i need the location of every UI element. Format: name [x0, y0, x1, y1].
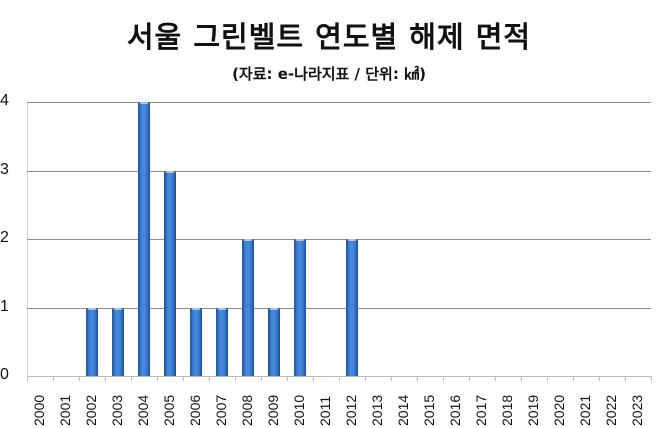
x-tick-label-text: 2009	[265, 394, 281, 426]
x-tick-label: 2022	[599, 382, 625, 426]
x-tick-label-text: 2002	[83, 394, 99, 426]
x-tick-mark	[469, 376, 470, 381]
x-tick-label: 2021	[573, 382, 599, 426]
x-tick-label: 2010	[287, 382, 313, 426]
x-tick-label: 2015	[417, 382, 443, 426]
bar-2004	[138, 102, 150, 376]
x-tick-label-text: 2022	[603, 394, 619, 426]
x-tick-mark	[131, 376, 132, 381]
x-tick-label-text: 2017	[473, 394, 489, 426]
x-tick-mark	[417, 376, 418, 381]
x-tick-label: 2000	[27, 382, 53, 426]
gridline	[27, 307, 651, 309]
bar-2008	[242, 239, 254, 376]
x-tick-label-text: 2011	[317, 395, 333, 426]
gridline	[27, 102, 651, 103]
plot-area	[27, 102, 651, 377]
bar-2005	[164, 170, 176, 376]
gridline	[27, 239, 651, 240]
x-tick-label-text: 2016	[447, 394, 463, 426]
x-tick-label: 2018	[495, 382, 521, 426]
y-tick-label: 4	[0, 92, 9, 109]
bar-2009	[268, 307, 280, 376]
chart-subtitle: (자료: e-나라지표 / 단위: ㎢)	[232, 65, 426, 83]
x-tick-mark	[157, 376, 158, 381]
x-tick-label-text: 2012	[343, 394, 359, 426]
y-tick-label: 2	[0, 229, 9, 246]
x-tick-label-text: 2000	[31, 394, 47, 426]
x-tick-label-text: 2005	[161, 394, 177, 426]
x-tick-label: 2004	[131, 382, 157, 426]
x-tick-label: 2007	[209, 382, 235, 426]
x-tick-label: 2003	[105, 382, 131, 426]
bar-2012	[346, 239, 358, 376]
x-tick-mark	[209, 376, 210, 381]
x-tick-mark	[339, 376, 340, 381]
bar-2003	[112, 307, 124, 376]
x-tick-label-text: 2008	[239, 394, 255, 426]
x-tick-mark	[625, 376, 626, 381]
x-tick-mark	[79, 376, 80, 381]
x-tick-label-text: 2023	[629, 394, 645, 426]
x-tick-label-text: 2014	[395, 394, 411, 426]
x-tick-label: 2002	[79, 382, 105, 426]
x-tick-mark	[573, 376, 574, 381]
x-tick-label-text: 2004	[135, 394, 151, 426]
bar-2010	[294, 239, 306, 376]
x-tick-label-text: 2006	[187, 394, 203, 426]
x-tick-mark	[287, 376, 288, 381]
x-tick-label-text: 2015	[421, 394, 437, 426]
x-tick-label-text: 2021	[577, 394, 593, 426]
x-tick-label: 2020	[547, 382, 573, 426]
x-tick-label-text: 2007	[213, 394, 229, 426]
y-tick-label: 0	[0, 366, 9, 383]
x-tick-label-text: 2010	[291, 394, 307, 426]
x-tick-label-text: 2018	[499, 394, 515, 426]
x-tick-mark	[391, 376, 392, 381]
x-tick-label: 2014	[391, 382, 417, 426]
x-tick-label-text: 2020	[551, 394, 567, 426]
x-tick-label: 2019	[521, 382, 547, 426]
y-tick-label: 1	[0, 297, 9, 315]
bar-2007	[216, 307, 228, 376]
x-tick-mark	[313, 376, 314, 381]
x-tick-label: 2017	[469, 382, 495, 426]
x-tick-label: 2005	[157, 382, 183, 426]
x-tick-mark	[651, 376, 652, 381]
x-tick-label: 2008	[235, 382, 261, 426]
x-tick-label: 2001	[53, 382, 79, 426]
gridline	[27, 170, 651, 172]
bar-2006	[190, 307, 202, 376]
x-tick-mark	[599, 376, 600, 381]
x-tick-label: 2011	[313, 382, 339, 426]
x-tick-mark	[365, 376, 366, 381]
bar-2002	[86, 307, 98, 376]
x-tick-mark	[495, 376, 496, 381]
x-tick-label-text: 2019	[525, 394, 541, 426]
x-tick-label-text: 2001	[57, 394, 73, 426]
x-tick-label-text: 2013	[369, 394, 385, 426]
x-tick-mark	[105, 376, 106, 381]
x-tick-label: 2012	[339, 382, 365, 426]
x-tick-label: 2013	[365, 382, 391, 426]
x-tick-label: 2016	[443, 382, 469, 426]
x-tick-mark	[53, 376, 54, 381]
x-tick-label-text: 2003	[109, 394, 125, 426]
x-tick-mark	[521, 376, 522, 381]
x-tick-label: 2009	[261, 382, 287, 426]
x-tick-mark	[443, 376, 444, 381]
x-tick-label: 2006	[183, 382, 209, 426]
chart-title: 서울 그린벨트 연도별 해제 면적	[126, 20, 532, 54]
x-tick-mark	[235, 376, 236, 381]
x-tick-mark	[547, 376, 548, 381]
x-tick-mark	[261, 376, 262, 381]
x-tick-label: 2023	[625, 382, 651, 426]
x-tick-mark	[27, 376, 28, 381]
y-tick-label: 3	[0, 160, 9, 178]
x-tick-mark	[183, 376, 184, 381]
